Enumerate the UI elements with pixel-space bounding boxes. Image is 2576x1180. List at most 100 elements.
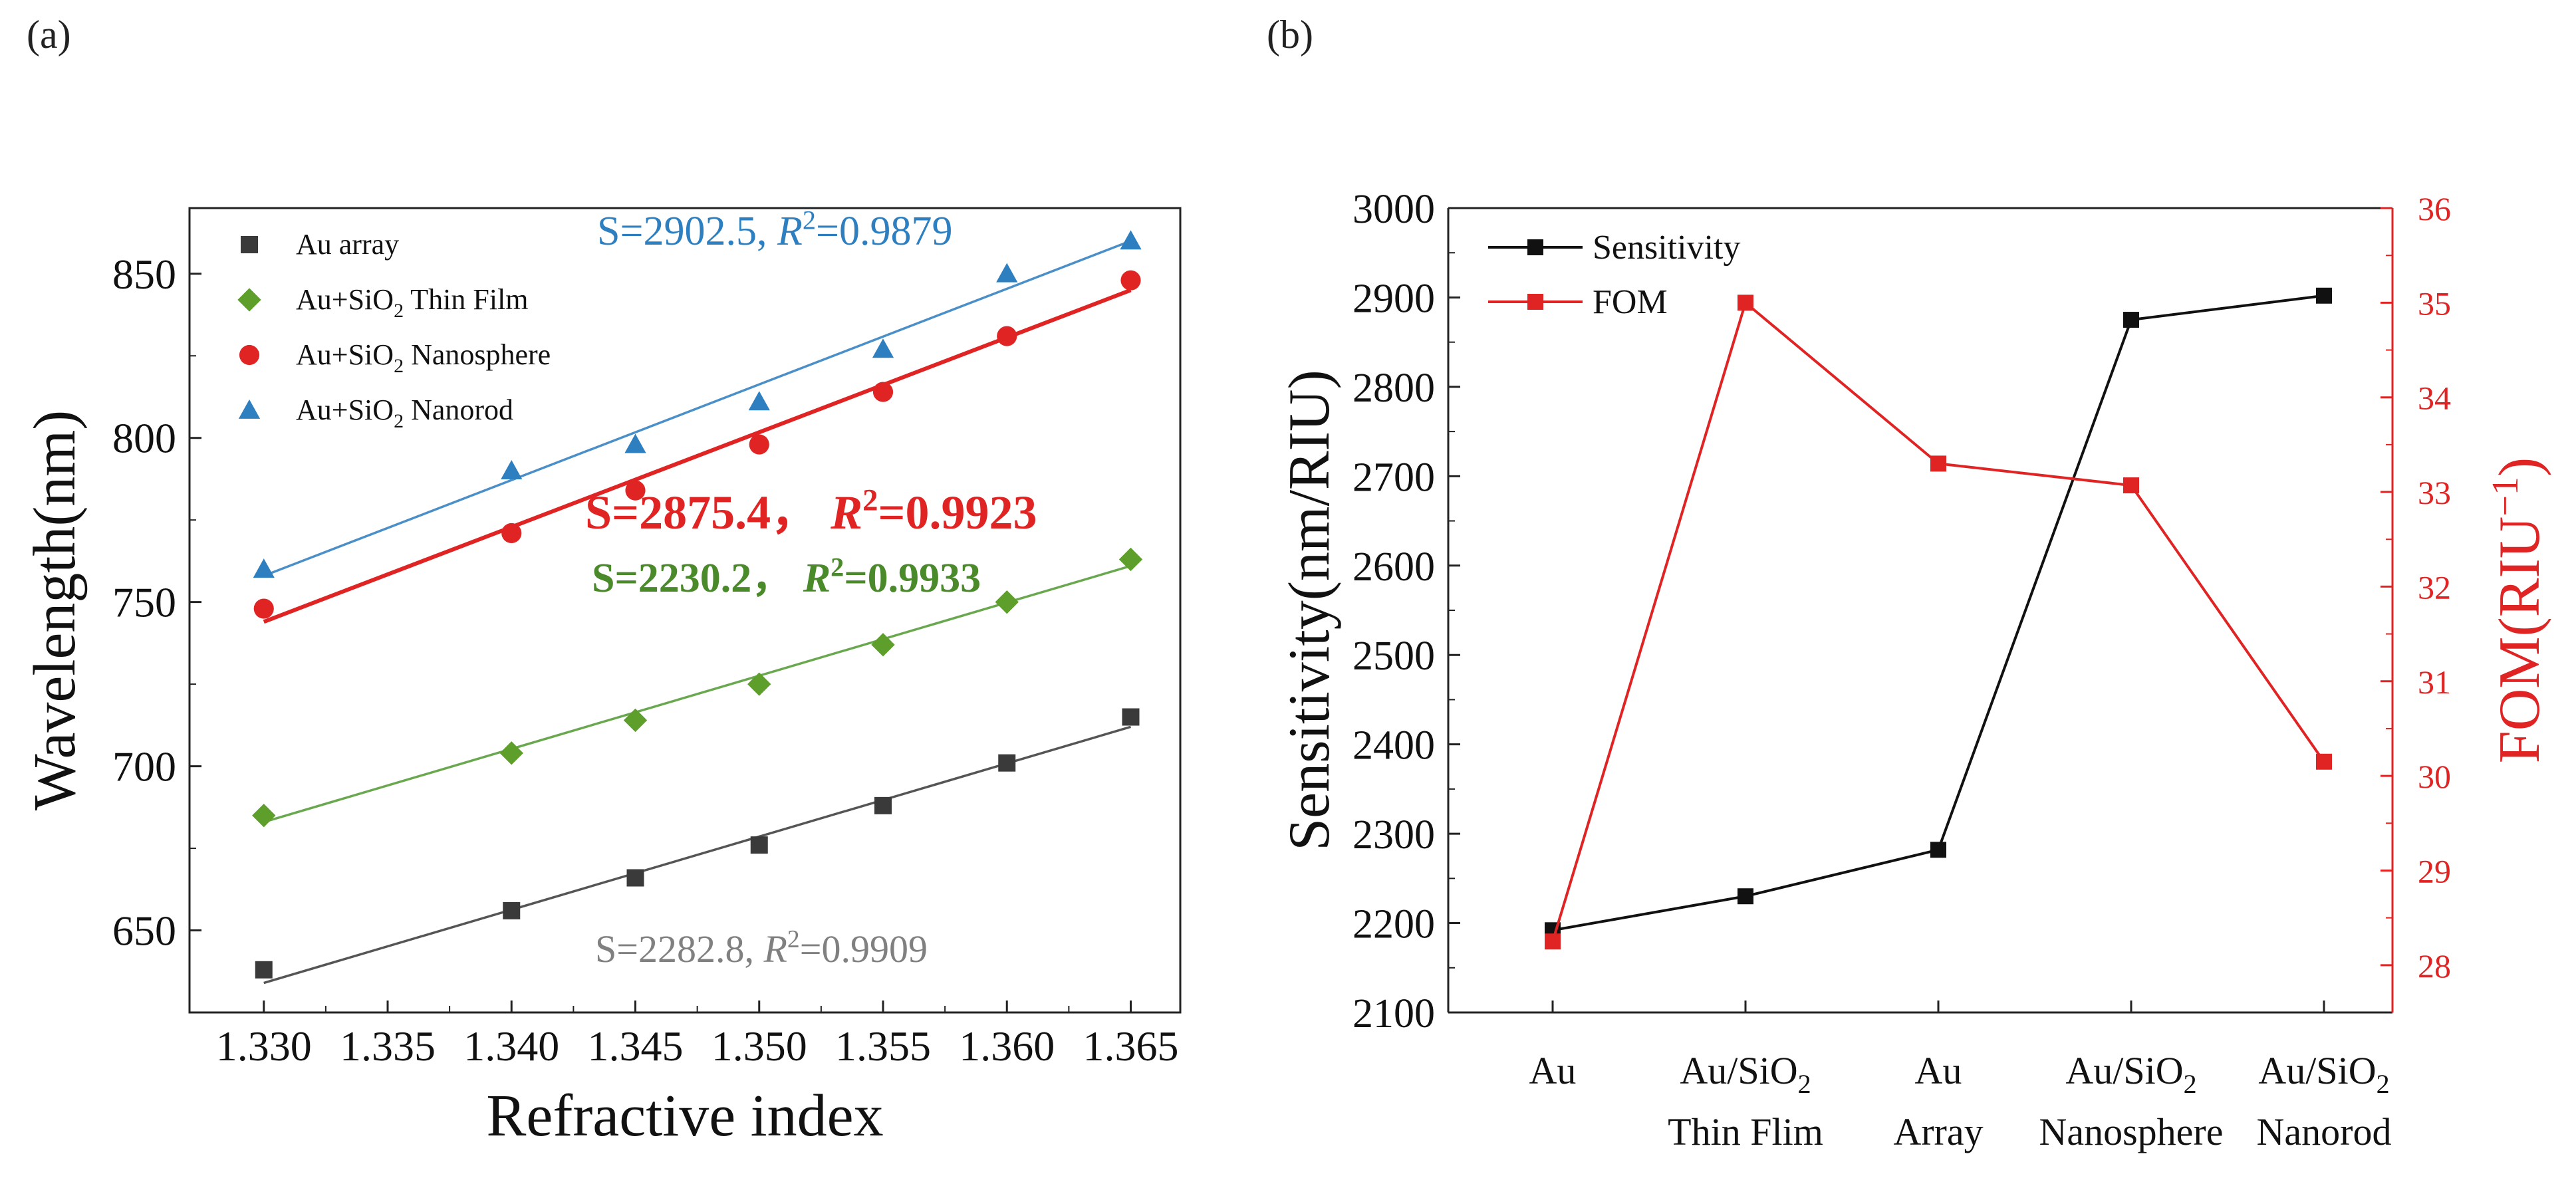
category-text: Nanorod (2257, 1110, 2392, 1153)
data-point-s3-4 (872, 338, 894, 358)
left-tick-label-b: 2200 (1352, 902, 1435, 947)
right-label-tail: ) (2488, 457, 2552, 477)
data-point-s1-3 (747, 672, 771, 696)
fit-annotation-3: S=2902.5, R2=0.9879 (597, 205, 952, 254)
x-tick-label-b: Thin Flim (1668, 1110, 1823, 1153)
data-point-s0-2 (626, 869, 644, 887)
legend-text: Au+SiO (296, 394, 394, 426)
legend-label-1: Au+SiO2 Thin Film (296, 283, 529, 322)
right-tick-label-b: 30 (2418, 758, 2451, 795)
x-tick-label-b: Au (1529, 1049, 1577, 1092)
data-point-s0-6 (1122, 708, 1140, 726)
x-tick-label-b: Au/SiO2 (2258, 1049, 2389, 1099)
panel-label-a: (a) (27, 13, 71, 57)
annotation-val: =0.9933 (844, 556, 981, 601)
left-tick-label-b: 2900 (1352, 276, 1435, 321)
legend-marker-b1 (1527, 294, 1543, 310)
annotation-s: S=2902.5, (597, 209, 777, 254)
fit-annotation-2: S=2875.4， R2=0.9923 (585, 483, 1037, 539)
data-point-s1-5 (995, 590, 1019, 614)
series-point-1-2 (1930, 455, 1946, 472)
legend-label-3: Au+SiO2 Nanorod (296, 394, 513, 432)
chart-b: 2100 2200 2300 2400 2500 2600 2700 2800 2900 3000… (1277, 187, 2552, 1153)
annotation-s: S=2282.8, (595, 927, 763, 971)
data-point-s3-6 (1120, 230, 1142, 250)
legend-label-b1: FOM (1593, 283, 1668, 321)
y-tick-label-a: 650 (112, 907, 176, 955)
chart-a: 1.330 1.335 1.340 1.345 1.350 1.355 1.360 1.365… (22, 205, 1182, 1149)
data-point-s3-5 (996, 263, 1018, 283)
category-text: Nanosphere (2039, 1110, 2223, 1153)
category-text: Au/SiO (2065, 1049, 2183, 1092)
y-tick-label-a: 700 (112, 743, 176, 790)
annotation-s: S=2875.4， (585, 486, 831, 539)
annotation-s: S=2230.2， (592, 556, 803, 601)
left-tick-label-b: 2500 (1352, 634, 1435, 679)
y-axis-label-a: Wavelength(nm) (22, 410, 88, 811)
left-tick-label-b: 2300 (1352, 812, 1435, 858)
legend-text: Thin Film (404, 283, 528, 316)
fit-line-2 (263, 288, 1132, 624)
x-tick-label-a: 1.350 (711, 1022, 807, 1070)
legend-text: Au+SiO (296, 283, 394, 316)
left-axis-label-b: Sensitivity(nm/RIU) (1277, 370, 1342, 851)
y-tick-label-a: 750 (112, 579, 176, 626)
x-tick-label-b: Nanorod (2257, 1110, 2392, 1153)
annotation-val: =0.9923 (878, 486, 1037, 539)
series-point-0-4 (2316, 287, 2332, 304)
annotation-val: =0.9909 (800, 927, 928, 971)
right-tick-label-b: 36 (2418, 190, 2451, 227)
data-point-s2-2 (625, 480, 646, 501)
category-text: Array (1893, 1110, 1983, 1153)
legend-text: Nanorod (404, 394, 513, 426)
x-tick-label-b: Array (1893, 1110, 1983, 1153)
annotation-sup: 2 (787, 925, 800, 953)
y-tick-label-a: 800 (112, 415, 176, 462)
fit-line-0 (263, 725, 1131, 985)
series-line-0 (1552, 294, 2325, 932)
data-point-s0-5 (998, 754, 1016, 772)
data-point-s0-3 (750, 836, 768, 854)
annotation-sup: 2 (862, 483, 878, 518)
annotation-val: =0.9879 (816, 209, 952, 254)
right-label-sup: −1 (2485, 477, 2526, 517)
category-text: Au (1529, 1049, 1577, 1092)
data-point-s3-0 (253, 558, 275, 578)
data-point-s2-5 (997, 326, 1017, 346)
right-tick-label-b: 35 (2418, 285, 2451, 322)
right-tick-label-b: 28 (2418, 947, 2451, 985)
right-label-main: FOM(RIU (2488, 517, 2552, 764)
x-tick-label-b: Au (1915, 1049, 1962, 1092)
legend-sub: 2 (394, 410, 404, 432)
legend-sub: 2 (394, 300, 404, 322)
data-point-s3-2 (624, 433, 646, 453)
legend-marker-0 (241, 236, 258, 253)
data-point-s1-2 (623, 708, 648, 733)
legend-marker-3 (238, 399, 261, 419)
data-point-s1-6 (1118, 547, 1143, 572)
x-tick-label-a: 1.335 (340, 1022, 436, 1070)
right-axis-label-b: FOM(RIU−1) (2485, 457, 2552, 764)
x-tick-label-a: 1.365 (1083, 1022, 1179, 1070)
left-tick-label-b: 2700 (1352, 455, 1435, 500)
legend-marker-2 (239, 344, 260, 366)
x-tick-label-b: Au/SiO2 (2065, 1049, 2196, 1099)
right-tick-label-b: 29 (2418, 852, 2451, 889)
fit-line-3 (263, 239, 1132, 577)
legend-marker-1 (237, 288, 261, 312)
legend-marker-b0 (1527, 239, 1543, 255)
data-point-s1-1 (499, 741, 523, 765)
left-tick-label-b: 2600 (1352, 544, 1435, 590)
fit-annotation-0: S=2282.8, R2=0.9909 (595, 925, 928, 971)
right-tick-label-b: 33 (2418, 474, 2451, 511)
series-point-0-1 (1738, 888, 1753, 905)
legend-text: Au array (296, 228, 399, 261)
series-point-1-4 (2316, 753, 2332, 770)
right-tick-label-b: 31 (2418, 663, 2451, 701)
legend-label-b0: Sensitivity (1593, 229, 1740, 267)
data-point-s3-1 (501, 459, 523, 479)
x-tick-label-a: 1.345 (588, 1022, 684, 1070)
data-point-s1-0 (252, 803, 276, 828)
series-point-1-3 (2123, 477, 2139, 494)
